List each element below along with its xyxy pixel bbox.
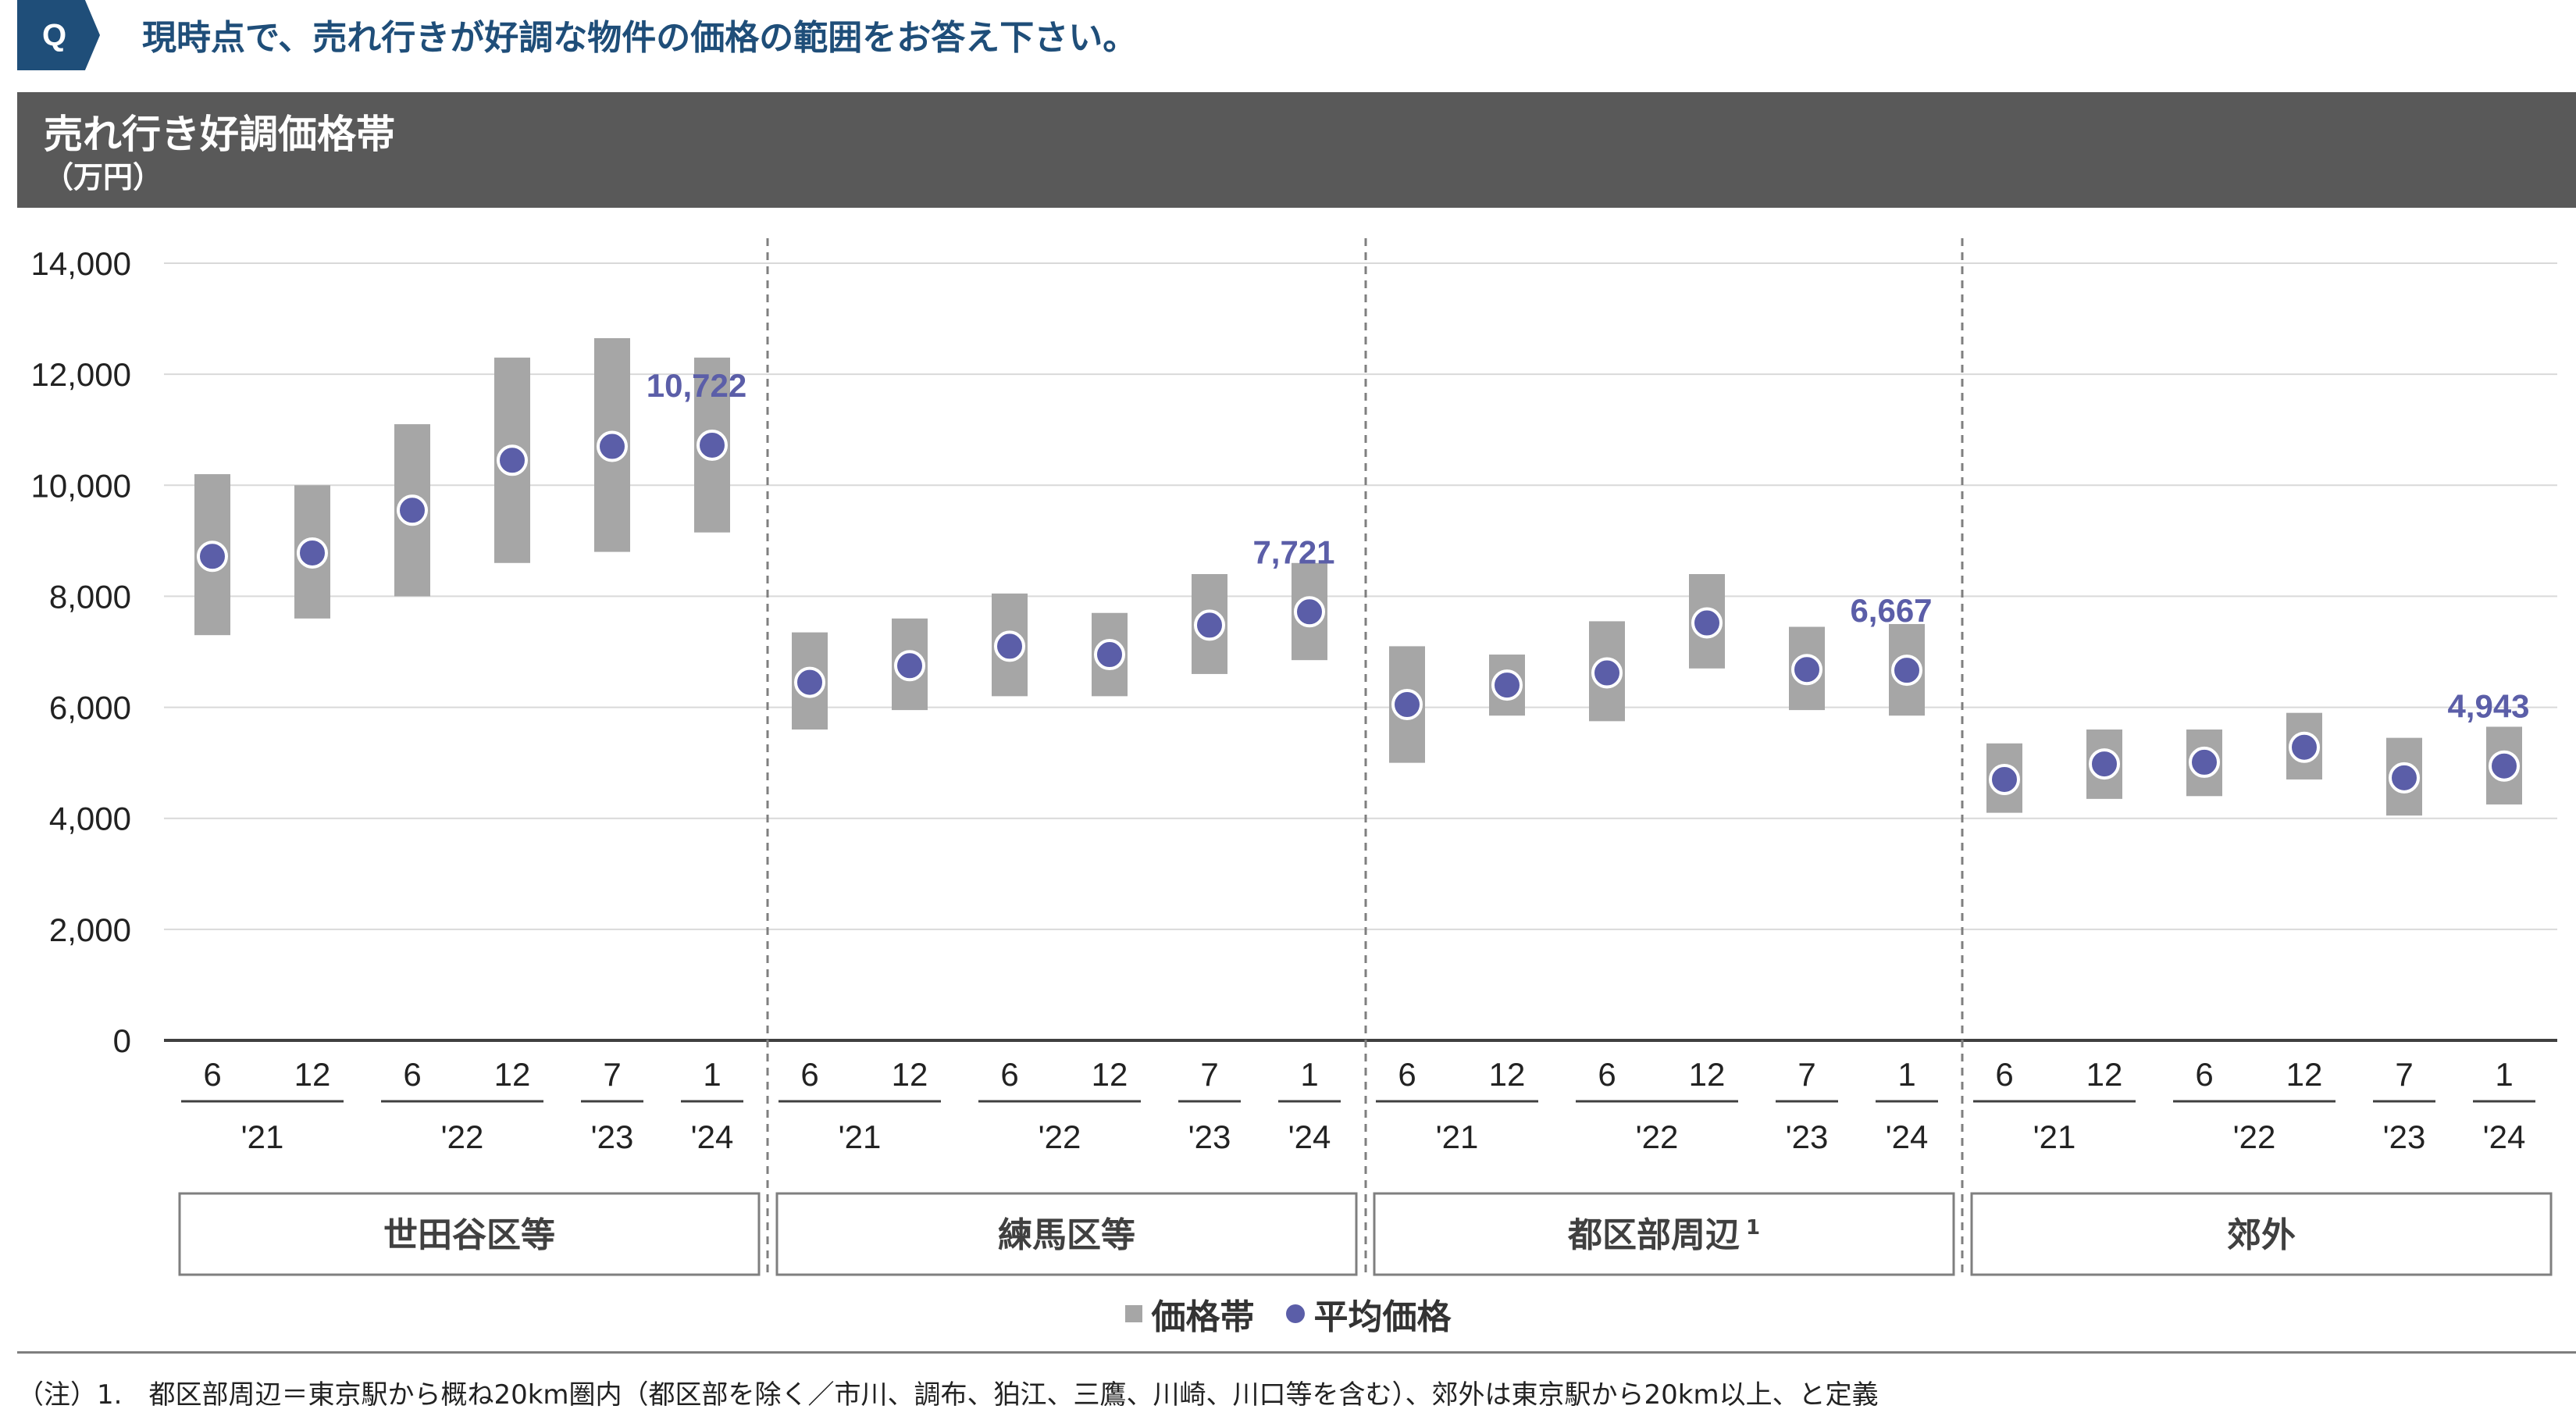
month-tick-label: 7 [2395,1056,2413,1093]
footnote: （注）1. 都区部周辺＝東京駅から概ね20km圏内（都区部を除く／市川、調布、狛… [17,1379,1879,1411]
year-label: '21 [241,1118,284,1155]
month-tick-label: 7 [1797,1056,1815,1093]
month-tick-label: 6 [1398,1056,1416,1093]
year-label: '22 [441,1118,484,1155]
average-price-dot [894,650,925,682]
month-tick-label: 12 [1489,1056,1526,1093]
legend-band-swatch [1124,1305,1142,1322]
legend: 価格帯 平均価格 [0,1289,2576,1339]
average-price-dot [1294,596,1325,628]
latest-value-callout: 6,667 [1850,592,1932,629]
region-label: 都区部周辺 1 [1567,1215,1760,1255]
chart-title: 売れ行き好調価格帯 [44,112,395,157]
y-tick-label: 4,000 [49,801,131,837]
year-label: '24 [691,1118,734,1155]
month-tick-label: 6 [2195,1056,2213,1093]
region-label-box [1970,1192,2553,1276]
month-tick-label: 6 [1000,1056,1018,1093]
year-label: '21 [2033,1118,2076,1155]
average-price-dot [1491,669,1523,701]
average-price-dot [1194,609,1225,641]
month-tick-label: 12 [2086,1056,2123,1093]
average-price-dot [794,666,825,698]
year-label: '24 [1288,1118,1331,1155]
average-price-dot [1691,607,1723,639]
y-tick-label: 14,000 [31,245,131,282]
month-tick-label: 12 [2286,1056,2323,1093]
legend-dot-swatch [1285,1304,1305,1323]
average-price-dot [2089,748,2120,780]
latest-value-callout: 4,943 [2447,688,2529,725]
question-badge: Q [17,0,100,70]
month-tick-label: 7 [1200,1056,1218,1093]
average-price-dot [697,429,728,461]
year-label: '21 [1436,1118,1479,1155]
month-tick-label: 6 [203,1056,221,1093]
month-tick-label: 1 [2495,1056,2513,1093]
average-price-dot [1791,654,1822,686]
average-price-dot [1591,657,1623,689]
month-tick-label: 6 [1995,1056,2013,1093]
unit-label: （万円） [44,160,163,194]
year-label: '22 [2233,1118,2276,1155]
region-label-box [178,1192,761,1276]
year-label: '22 [1636,1118,1679,1155]
year-label: '23 [2383,1118,2426,1155]
legend-dot-label: 平均価格 [1313,1297,1452,1337]
month-tick-label: 1 [1897,1056,1915,1093]
month-tick-label: 12 [1092,1056,1128,1093]
region-label: 世田谷区等 [383,1215,555,1255]
y-tick-label: 12,000 [31,356,131,393]
region-label-box [775,1192,1358,1276]
average-price-dot [2189,746,2220,778]
question-text: 現時点で、売れ行きが好調な物件の価格の範囲をお答え下さい。 [142,18,1138,58]
year-label: '23 [1188,1118,1231,1155]
year-label: '21 [839,1118,882,1155]
month-tick-label: 12 [494,1056,531,1093]
average-price-dot [1094,639,1125,671]
average-price-dot [397,494,428,526]
average-price-dot [994,630,1025,662]
average-price-dot [1989,763,2020,795]
year-label: '24 [2483,1118,2526,1155]
y-tick-label: 6,000 [49,690,131,726]
y-tick-label: 2,000 [49,911,131,948]
month-tick-label: 6 [1598,1056,1616,1093]
region-label-box [1373,1192,1955,1276]
y-tick-label: 10,000 [31,467,131,504]
year-label: '23 [1786,1118,1829,1155]
month-tick-label: 12 [892,1056,928,1093]
average-price-dot [2389,762,2420,794]
average-price-dot [197,540,228,573]
average-price-dot [2489,750,2520,782]
month-tick-label: 1 [1300,1056,1318,1093]
year-label: '22 [1039,1118,1081,1155]
legend-band-label: 価格帯 [1151,1297,1255,1337]
average-price-dot [497,444,528,476]
average-price-dot [2289,731,2320,763]
latest-value-callout: 7,721 [1252,533,1334,570]
month-tick-label: 12 [294,1056,331,1093]
month-tick-label: 7 [603,1056,621,1093]
year-label: '23 [591,1118,634,1155]
month-tick-label: 6 [403,1056,421,1093]
latest-value-callout: 10,722 [647,367,746,404]
month-tick-label: 12 [1689,1056,1726,1093]
month-tick-label: 6 [800,1056,818,1093]
month-tick-label: 1 [703,1056,721,1093]
region-label: 郊外 [2227,1215,2296,1255]
average-price-dot [297,537,328,569]
year-label: '24 [1886,1118,1929,1155]
region-label: 練馬区等 [998,1215,1135,1255]
y-tick-label: 8,000 [49,578,131,615]
chart-header-bar: 売れ行き好調価格帯 （万円） [17,92,2576,208]
average-price-dot [597,430,628,462]
range-chart: 0 2,000 4,000 6,000 8,000 10,000 12,000 14,000 1… [31,238,2557,1276]
footer-divider [17,1351,2576,1354]
y-tick-label: 0 [113,1022,131,1059]
average-price-dot [1391,689,1423,721]
average-price-dot [1891,655,1922,687]
